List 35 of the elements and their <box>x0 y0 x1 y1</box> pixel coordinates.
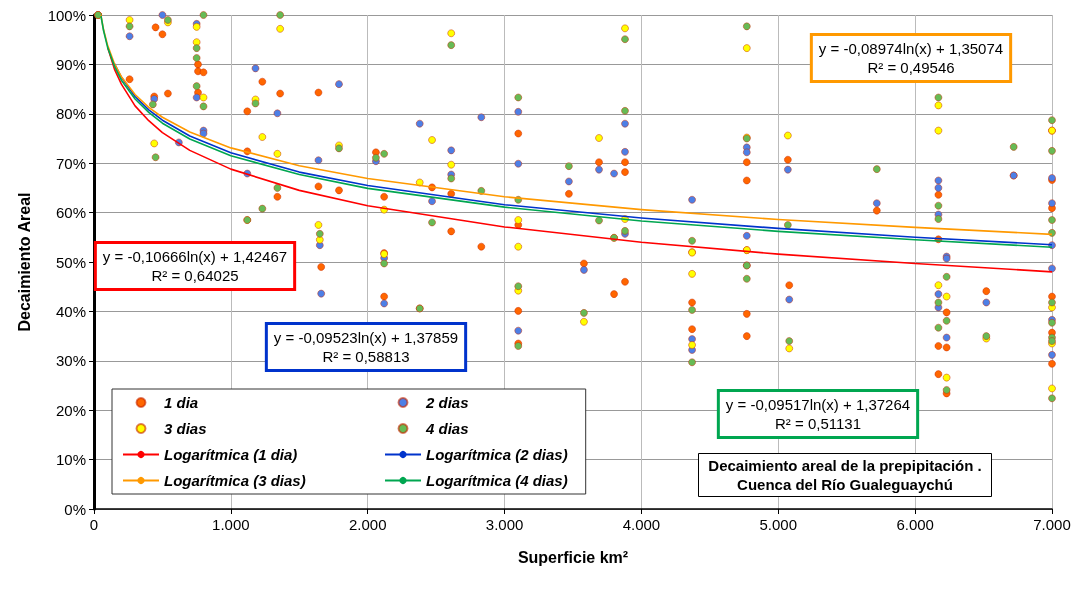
legend-label: 4 dias <box>425 420 469 437</box>
y-tick-label: 50% <box>55 253 86 271</box>
x-tick-label: 1.000 <box>212 516 250 533</box>
x-tick-label: 3.000 <box>485 516 524 533</box>
x-tick-label: 5.000 <box>759 516 798 533</box>
y-axis-title: Decaimiento Areal <box>15 192 33 332</box>
x-tick-label: 2.000 <box>348 516 387 533</box>
legend-label: Logarítmica (4 dias) <box>426 472 568 489</box>
annotation: y = -0,09517ln(x) + 1,37264 R² = 0,51131 <box>725 396 911 432</box>
text: Cuenca del Río Gualeguaychú <box>737 476 953 493</box>
y-tick-label: 90% <box>55 55 86 73</box>
x-tick-label: 0 <box>89 516 99 533</box>
y-tick-label: 40% <box>55 302 86 320</box>
legend-label: 1 dia <box>164 394 199 411</box>
x-tick-label: 4.000 <box>622 516 661 533</box>
y-tick-label: 60% <box>55 204 86 222</box>
y-tick-label: 20% <box>55 401 86 419</box>
annotation: y = -0,10666ln(x) + 1,42467 R² = 0,64025 <box>102 248 288 284</box>
legend-label: Logarítmica (2 dias) <box>426 446 568 463</box>
y-tick-label: 80% <box>55 105 86 123</box>
annotation: y = -0,09523ln(x) + 1,37859 R² = 0,58813 <box>273 329 459 365</box>
y-tick-label: 30% <box>55 352 86 370</box>
annotation: y = -0,08974ln(x) + 1,35074 R² = 0,49546 <box>818 40 1004 76</box>
y-tick-label: 10% <box>55 451 86 469</box>
x-axis-title: Superficie km² <box>517 548 629 566</box>
legend-label: Logarítmica (1 dia) <box>164 446 298 463</box>
legend-label: Logarítmica (3 dias) <box>164 472 306 489</box>
text: Decaimiento areal de la prepipitación . <box>708 457 982 474</box>
y-tick-label: 0% <box>64 500 86 518</box>
legend-label: 2 dias <box>425 394 469 411</box>
y-tick-label: 100% <box>47 6 86 24</box>
x-tick-label: 7.000 <box>1033 516 1071 533</box>
y-tick-label: 70% <box>55 154 86 172</box>
legend-label: 3 dias <box>164 420 207 437</box>
x-tick-label: 6.000 <box>896 516 934 533</box>
